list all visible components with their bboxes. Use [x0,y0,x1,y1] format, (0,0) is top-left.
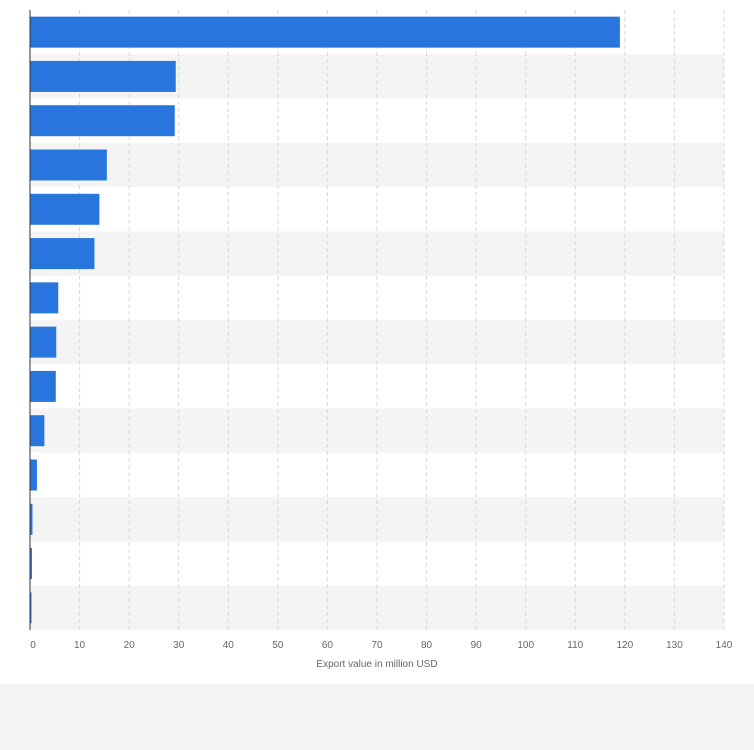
bar [30,282,59,314]
bar [30,592,32,624]
x-tick-label: 30 [173,640,185,651]
x-tick-label: 140 [716,640,733,651]
gridlines [79,10,725,630]
x-tick-label: 70 [371,640,383,651]
x-tick-label: 60 [322,640,334,651]
x-tick-label: 110 [567,640,583,651]
bar [30,60,176,92]
row-band [30,231,724,276]
bar [30,415,45,447]
bar [30,238,95,270]
x-tick-label: 100 [517,640,534,651]
x-tick-label: 120 [617,640,634,651]
x-tick-label: 40 [223,640,235,651]
bar [30,105,175,137]
bar [30,149,107,181]
bar [30,193,100,225]
x-tick-label: 130 [666,640,683,651]
x-tick-label: 0 [30,640,36,651]
bar [30,326,57,358]
bar [30,16,620,48]
x-tick-label: 50 [272,640,284,651]
bar [30,370,56,402]
x-axis-title: Export value in million USD [316,659,437,670]
bar [30,503,33,535]
chart-card: 0 10 20 30 40 50 60 70 80 90 100 110 120 130 140 Expor… [0,0,754,684]
bars [30,16,620,624]
x-tick-label: 20 [124,640,136,651]
x-axis-ticks: 0 10 20 30 40 50 60 70 80 90 100 110 120 130 140 [30,640,733,651]
row-band [30,497,724,542]
bar-chart: 0 10 20 30 40 50 60 70 80 90 100 110 120 130 140 Expor… [29,10,733,670]
x-tick-label: 80 [421,640,433,651]
x-tick-label: 90 [471,640,483,651]
row-band [30,364,724,409]
bar [30,548,32,580]
x-tick-label: 10 [74,640,86,651]
bar [30,459,37,491]
